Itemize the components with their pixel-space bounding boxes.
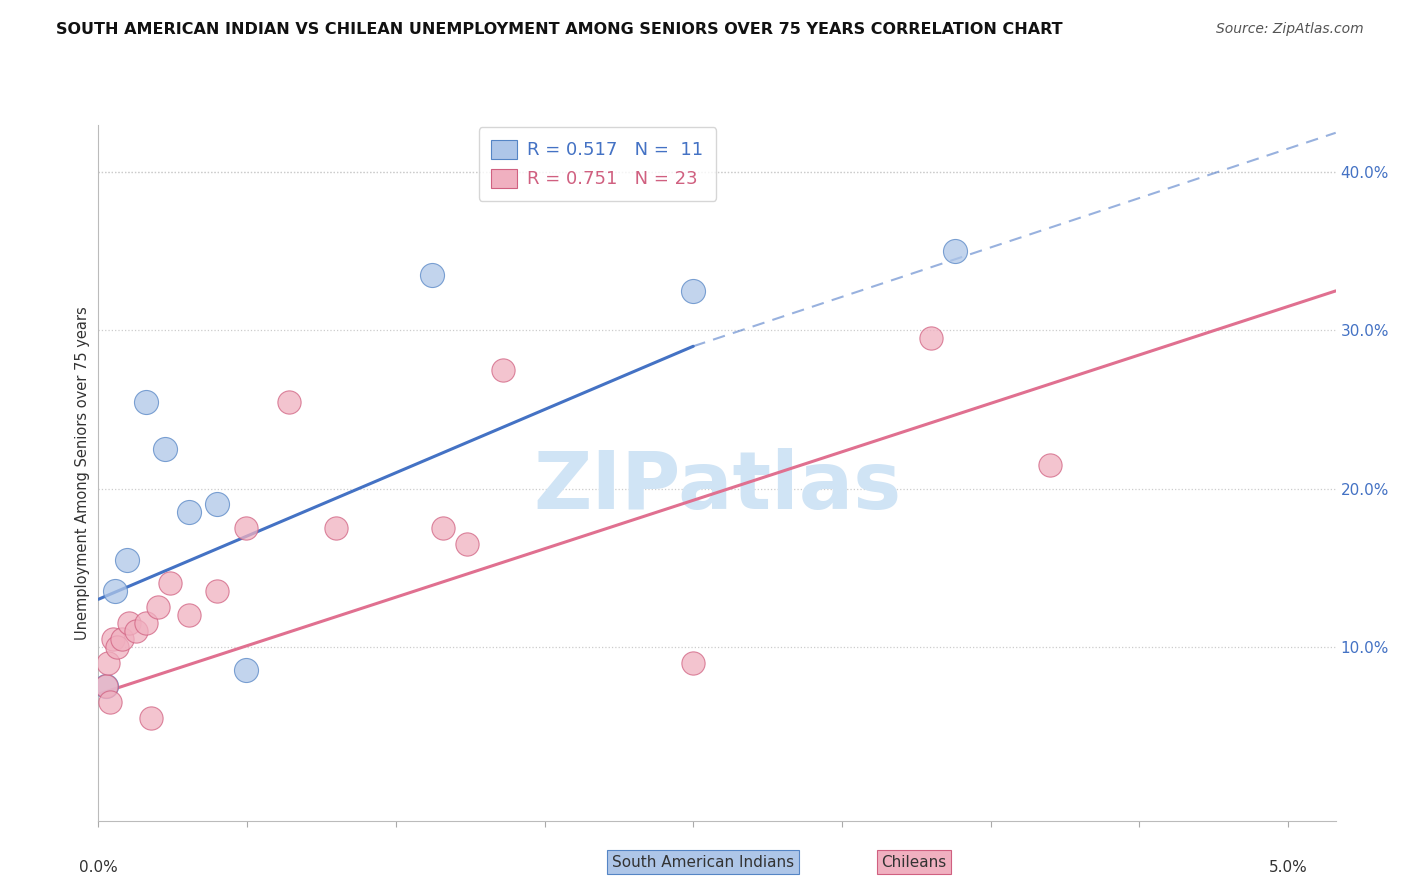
Point bbox=[94, 679, 117, 693]
Point bbox=[682, 656, 704, 670]
Text: ZIPatlas: ZIPatlas bbox=[533, 448, 901, 525]
Point bbox=[101, 632, 124, 646]
Point bbox=[325, 521, 347, 535]
Point bbox=[207, 497, 229, 511]
Point bbox=[107, 640, 129, 654]
Point bbox=[111, 632, 134, 646]
Point bbox=[159, 576, 181, 591]
Point bbox=[177, 505, 200, 519]
Point bbox=[277, 394, 299, 409]
Point bbox=[139, 711, 162, 725]
Text: Chileans: Chileans bbox=[882, 855, 946, 870]
Point bbox=[682, 284, 704, 298]
Text: SOUTH AMERICAN INDIAN VS CHILEAN UNEMPLOYMENT AMONG SENIORS OVER 75 YEARS CORREL: SOUTH AMERICAN INDIAN VS CHILEAN UNEMPLO… bbox=[56, 22, 1063, 37]
Y-axis label: Unemployment Among Seniors over 75 years: Unemployment Among Seniors over 75 years bbox=[75, 306, 90, 640]
Point bbox=[115, 552, 138, 567]
Point bbox=[97, 656, 120, 670]
Point bbox=[118, 615, 141, 630]
Text: Source: ZipAtlas.com: Source: ZipAtlas.com bbox=[1216, 22, 1364, 37]
Point bbox=[943, 244, 966, 259]
Point bbox=[177, 608, 200, 623]
Point bbox=[135, 615, 157, 630]
Point bbox=[207, 584, 229, 599]
Point bbox=[492, 363, 515, 377]
Point bbox=[432, 521, 454, 535]
Point bbox=[235, 664, 257, 678]
Point bbox=[135, 394, 157, 409]
Point bbox=[146, 600, 169, 615]
Point bbox=[920, 331, 942, 345]
Legend: R = 0.517   N =  11, R = 0.751   N = 23: R = 0.517 N = 11, R = 0.751 N = 23 bbox=[478, 127, 716, 201]
Point bbox=[94, 679, 117, 693]
Text: South American Indians: South American Indians bbox=[612, 855, 794, 870]
Text: 0.0%: 0.0% bbox=[79, 860, 118, 875]
Point bbox=[104, 584, 127, 599]
Point bbox=[125, 624, 148, 638]
Point bbox=[1039, 458, 1062, 472]
Text: 5.0%: 5.0% bbox=[1268, 860, 1308, 875]
Point bbox=[420, 268, 443, 282]
Point bbox=[235, 521, 257, 535]
Point bbox=[456, 537, 478, 551]
Point bbox=[98, 695, 121, 709]
Point bbox=[153, 442, 176, 456]
